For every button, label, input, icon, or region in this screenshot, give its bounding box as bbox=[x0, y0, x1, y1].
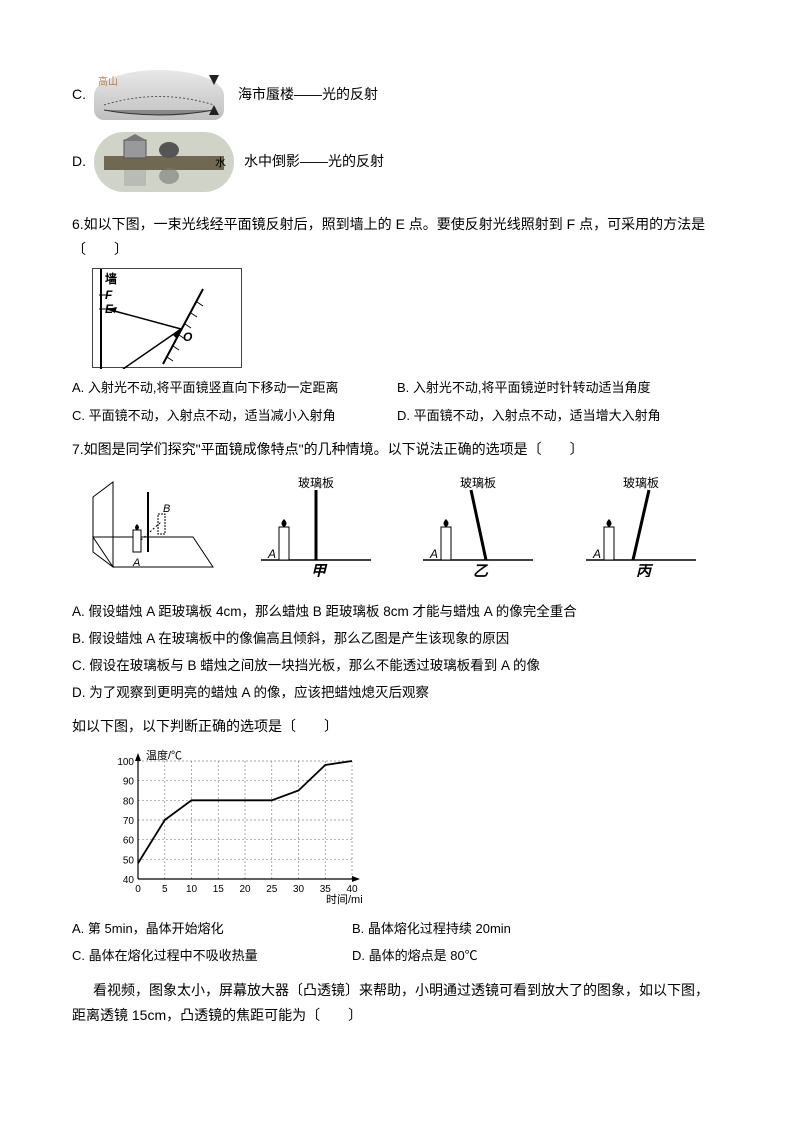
q7-optB: B. 假设蜡烛 A 在玻璃板中的像偏高且倾斜，那么乙图是产生该现象的原因 bbox=[72, 627, 722, 651]
svg-text:A: A bbox=[267, 547, 276, 561]
svg-text:10: 10 bbox=[186, 884, 198, 895]
q8-optD: D. 晶体的熔点是 80℃ bbox=[352, 942, 632, 969]
svg-text:60: 60 bbox=[123, 836, 135, 847]
q7-optD: D. 为了观察到更明亮的蜡烛 A 的像，应该把蜡烛熄灭后观察 bbox=[72, 681, 722, 705]
panel-content-bing: 玻璃板 A 丙 bbox=[571, 472, 711, 585]
q6-optD: D. 平面镜不动，入射点不动，适当增大入射角 bbox=[397, 402, 722, 429]
svg-text:70: 70 bbox=[123, 816, 135, 827]
option-label: C. bbox=[72, 82, 86, 107]
svg-text:20: 20 bbox=[239, 884, 251, 895]
q8-optA: A. 第 5min，晶体开始熔化 bbox=[72, 915, 352, 942]
svg-text:A: A bbox=[592, 547, 601, 561]
svg-text:A: A bbox=[429, 547, 438, 561]
svg-text:A: A bbox=[132, 557, 140, 569]
label-wall: 墙 bbox=[105, 271, 117, 286]
mirage-image: 高山 bbox=[94, 70, 224, 120]
svg-text:温度/℃: 温度/℃ bbox=[146, 748, 182, 762]
option-label: D. bbox=[72, 149, 86, 174]
q7-text: 7.如图是同学们探究"平面镜成像特点"的几种情境。以下说法正确的选项是〔 〕 bbox=[72, 437, 722, 462]
reflection-image: 水 bbox=[94, 132, 234, 192]
svg-text:80: 80 bbox=[123, 796, 135, 807]
q8-text: 如以下图，以下判断正确的选项是〔 〕 bbox=[72, 714, 722, 739]
svg-text:90: 90 bbox=[123, 777, 135, 788]
q6-diagram: 墙 F E O bbox=[92, 268, 242, 368]
q7-optA: A. 假设蜡烛 A 距玻璃板 4cm，那么蜡烛 B 距玻璃板 8cm 才能与蜡烛… bbox=[72, 600, 722, 624]
svg-text:丙: 丙 bbox=[636, 563, 654, 577]
svg-text:25: 25 bbox=[266, 884, 278, 895]
panel-jia: A B bbox=[83, 472, 223, 585]
svg-text:50: 50 bbox=[123, 855, 135, 866]
svg-text:甲: 甲 bbox=[311, 563, 328, 577]
q6-optC: C. 平面镜不动，入射点不动，适当减小入射角 bbox=[72, 402, 397, 429]
svg-text:30: 30 bbox=[293, 884, 305, 895]
q7-diagram: A B 玻璃板 A 甲 玻璃板 A 乙 玻璃板 bbox=[72, 472, 722, 585]
q8-options: A. 第 5min，晶体开始熔化 B. 晶体熔化过程持续 20min C. 晶体… bbox=[72, 915, 632, 970]
q9-text-content: 看视频，图象太小，屏幕放大器〔凸透镜〕来帮助，小明通过透镜可看到放大了的图象，如… bbox=[72, 982, 709, 1023]
q5-option-d: D. 水 水中倒影——光的反射 bbox=[72, 132, 722, 192]
q8-optC: C. 晶体在熔化过程中不吸收热量 bbox=[72, 942, 352, 969]
q8-optB: B. 晶体熔化过程持续 20min bbox=[352, 915, 632, 942]
svg-text:0: 0 bbox=[135, 884, 141, 895]
q7-optC: C. 假设在玻璃板与 B 蜡烛之间放一块挡光板，那么不能透过玻璃板看到 A 的像 bbox=[72, 654, 722, 678]
option-text: 水中倒影——光的反射 bbox=[244, 149, 384, 174]
panel-content-yi: 玻璃板 A 乙 bbox=[408, 472, 548, 585]
q6-optA: A. 入射光不动,将平面镜竖直向下移动一定距离 bbox=[72, 374, 397, 401]
q6-options: A. 入射光不动,将平面镜竖直向下移动一定距离 B. 入射光不动,将平面镜逆时针… bbox=[72, 374, 722, 429]
label-O: O bbox=[183, 330, 193, 344]
glass-label: 玻璃板 bbox=[298, 476, 334, 490]
q5-option-c: C. 高山 海市蜃楼——光的反射 bbox=[72, 70, 722, 120]
q9-text: 看视频，图象太小，屏幕放大器〔凸透镜〕来帮助，小明通过透镜可看到放大了的图象，如… bbox=[72, 978, 722, 1028]
svg-text:玻璃板: 玻璃板 bbox=[460, 476, 496, 490]
svg-text:时间/min: 时间/min bbox=[326, 893, 362, 906]
panel-content-jia: 玻璃板 A 甲 bbox=[246, 472, 386, 585]
svg-text:15: 15 bbox=[213, 884, 225, 895]
svg-text:5: 5 bbox=[162, 884, 168, 895]
svg-text:100: 100 bbox=[117, 757, 134, 768]
q6-optB: B. 入射光不动,将平面镜逆时针转动适当角度 bbox=[397, 374, 722, 401]
svg-text:玻璃板: 玻璃板 bbox=[623, 476, 659, 490]
q8-graph: 4050607080901000510152025303540温度/℃时间/mi… bbox=[102, 747, 362, 907]
svg-text:B: B bbox=[163, 503, 170, 515]
svg-text:乙: 乙 bbox=[473, 563, 489, 577]
option-text: 海市蜃楼——光的反射 bbox=[238, 82, 378, 107]
q6-text: 6.如以下图，一束光线经平面镜反射后，照到墙上的 E 点。要使反射光线照射到 F… bbox=[72, 212, 722, 262]
svg-text:40: 40 bbox=[123, 875, 135, 886]
water-label: 水 bbox=[215, 154, 226, 174]
